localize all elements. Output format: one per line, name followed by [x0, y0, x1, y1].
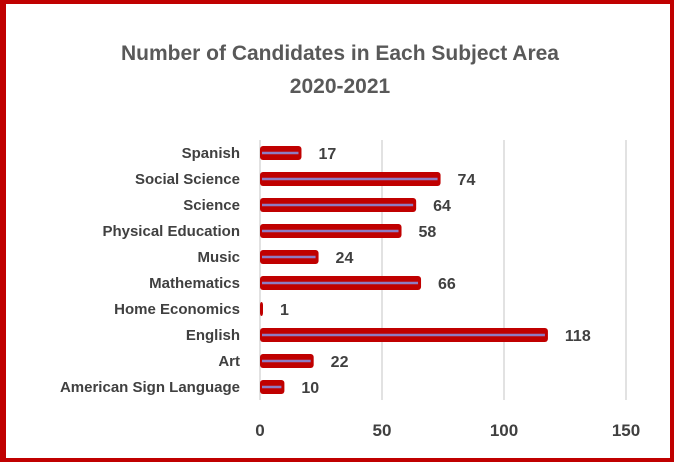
- data-label: 66: [438, 276, 456, 293]
- category-label: American Sign Language: [60, 379, 240, 396]
- category-label: Science: [183, 197, 240, 214]
- category-label: Music: [197, 249, 240, 266]
- category-label: Physical Education: [102, 223, 240, 240]
- category-label: English: [186, 327, 240, 344]
- data-label: 17: [318, 146, 336, 163]
- data-labels: 17 74 64 58 24 66 1 118 22 10: [280, 146, 591, 397]
- data-label: 1: [280, 302, 289, 319]
- x-tick-label-50: 50: [373, 421, 392, 440]
- data-label: 64: [433, 198, 451, 215]
- data-label: 10: [301, 380, 319, 397]
- x-tick-label-100: 100: [490, 421, 518, 440]
- x-tick-label-150: 150: [612, 421, 640, 440]
- category-label: Mathematics: [149, 275, 240, 292]
- category-label: Home Economics: [114, 301, 240, 318]
- category-labels: Spanish Social Science Science Physical Edu…: [60, 145, 240, 396]
- bars: [260, 146, 548, 394]
- chart-title: Number of Candidates in Each Subject Are…: [121, 42, 559, 65]
- category-label: Spanish: [182, 145, 240, 162]
- x-axis-tick-labels: 0 50 100 150: [255, 421, 640, 440]
- data-label: 74: [458, 172, 476, 189]
- category-label: Social Science: [135, 171, 240, 188]
- x-tick-label-0: 0: [255, 421, 264, 440]
- data-label: 24: [336, 250, 354, 267]
- category-label: Art: [218, 353, 240, 370]
- data-label: 22: [331, 354, 349, 371]
- chart-subtitle: 2020-2021: [290, 75, 391, 98]
- data-label: 58: [419, 224, 437, 241]
- bar-home-economics: [260, 302, 263, 316]
- data-label: 118: [565, 328, 591, 345]
